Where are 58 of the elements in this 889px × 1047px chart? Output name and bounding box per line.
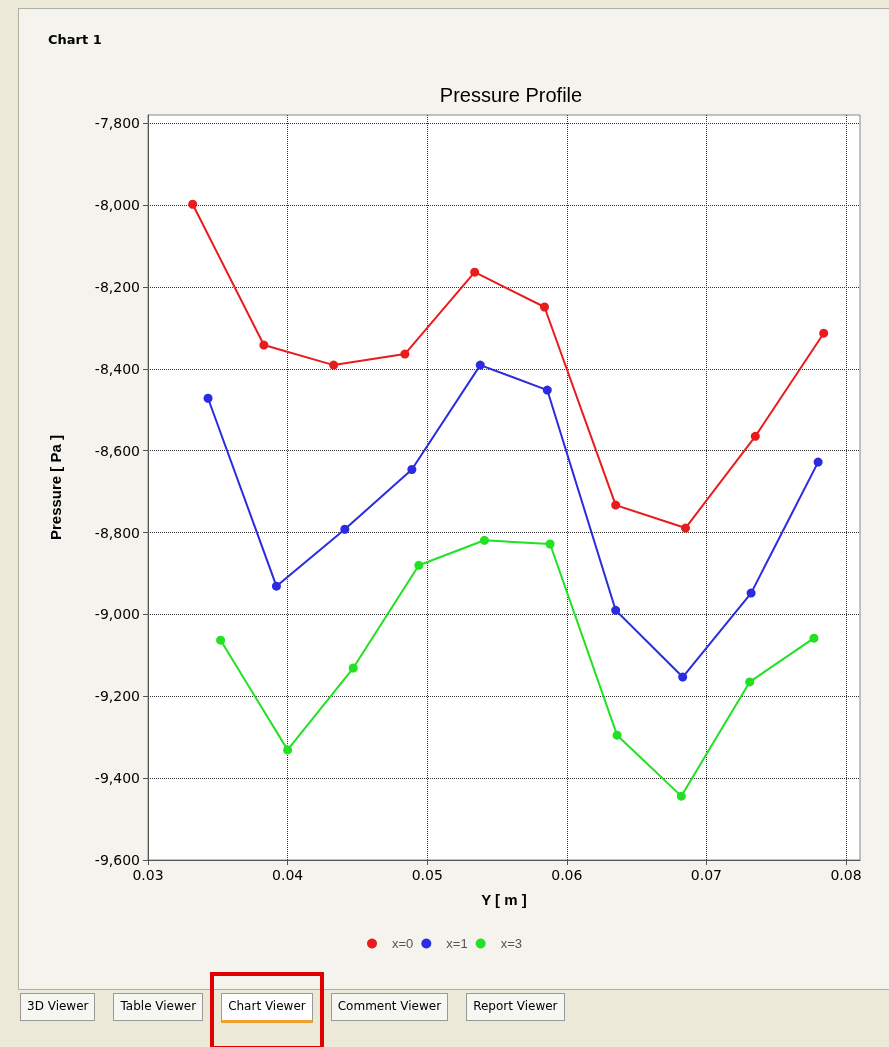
text: Comment Viewer bbox=[330, 993, 449, 1021]
point bbox=[745, 677, 755, 687]
point bbox=[216, 635, 226, 645]
point bbox=[271, 581, 281, 591]
y-tick-label: -8,200 bbox=[94, 278, 140, 295]
y-tick-label: -9,400 bbox=[94, 770, 140, 787]
y-tick-label: -8,000 bbox=[94, 197, 140, 214]
y-tick-label: -9,600 bbox=[94, 852, 140, 868]
x-tick-label: 0.03 bbox=[132, 867, 164, 883]
point bbox=[259, 340, 269, 350]
point bbox=[470, 267, 480, 277]
y-tick-label: -9,200 bbox=[94, 688, 140, 705]
x-tick-label: 0.04 bbox=[272, 867, 304, 883]
text: 3D Viewer bbox=[20, 993, 96, 1021]
point bbox=[400, 349, 410, 359]
point bbox=[203, 393, 213, 403]
y-axis-title: Pressure [ Pa ] bbox=[47, 434, 64, 541]
legend-label: x=3 bbox=[500, 936, 522, 951]
point bbox=[676, 791, 686, 801]
point bbox=[819, 328, 829, 338]
point bbox=[750, 431, 760, 441]
y-tick-label: -8,800 bbox=[94, 524, 140, 541]
text: Table Viewer bbox=[113, 993, 204, 1021]
x-tick-label: 0.07 bbox=[690, 867, 723, 883]
point bbox=[329, 360, 339, 370]
chart-title: Pressure Profile bbox=[439, 84, 583, 106]
x-tick-label: 0.05 bbox=[411, 867, 443, 883]
text: Report Viewer bbox=[466, 993, 565, 1021]
point bbox=[348, 663, 358, 673]
point bbox=[475, 360, 485, 370]
legend-label: x=0 bbox=[392, 936, 414, 951]
point bbox=[612, 730, 622, 740]
y-tick-label: -9,000 bbox=[94, 606, 140, 623]
point bbox=[407, 464, 417, 474]
point bbox=[188, 199, 198, 209]
point bbox=[611, 500, 621, 510]
point bbox=[809, 633, 819, 643]
point bbox=[479, 535, 489, 545]
point bbox=[540, 302, 549, 312]
point bbox=[746, 588, 756, 598]
point bbox=[340, 524, 350, 534]
y-tick-label: -8,600 bbox=[94, 442, 140, 459]
x-tick-label: 0.06 bbox=[551, 867, 583, 883]
point bbox=[611, 605, 621, 615]
point bbox=[414, 560, 424, 570]
point bbox=[545, 539, 555, 549]
chart-subtitle: Chart 1 bbox=[48, 32, 102, 47]
x-axis-title: Y [ m ] bbox=[481, 891, 527, 908]
y-tick-label: -7,800 bbox=[94, 115, 140, 132]
point bbox=[542, 385, 552, 395]
point bbox=[813, 457, 823, 467]
point bbox=[678, 672, 688, 682]
y-tick-label: -8,400 bbox=[94, 360, 140, 377]
point bbox=[681, 523, 690, 533]
point bbox=[283, 745, 293, 755]
legend-label: x=1 bbox=[446, 936, 468, 951]
text: Chart Viewer bbox=[221, 993, 313, 1023]
x-tick-label: 0.08 bbox=[830, 867, 862, 883]
